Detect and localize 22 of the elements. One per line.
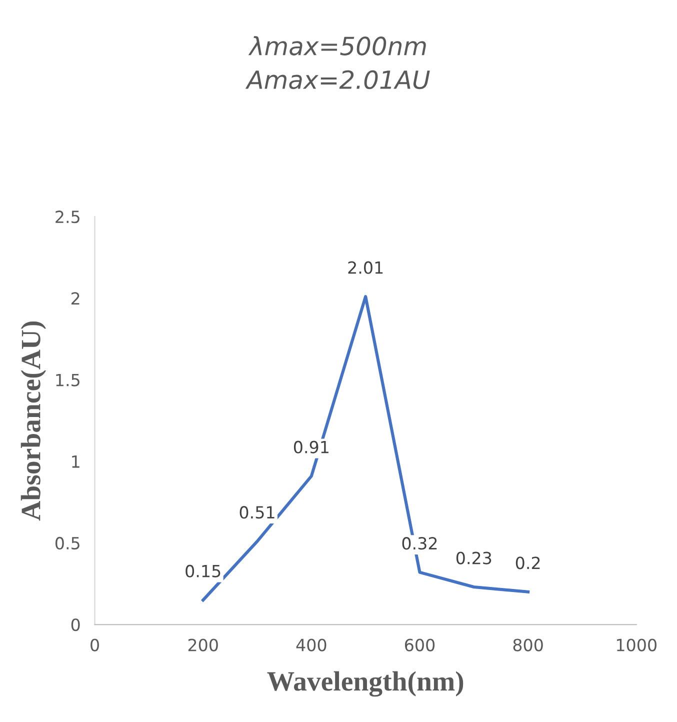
data-label: 0.51: [240, 506, 274, 519]
x-axis-title: Wavelength(nm): [267, 671, 464, 697]
data-label: 0.32: [402, 537, 437, 550]
x-tick-label: 600: [405, 638, 435, 652]
x-tick-label: 800: [513, 638, 543, 652]
chart-title: λmax=500nm Amax=2.01AU: [245, 36, 430, 90]
data-label: 2.01: [348, 261, 383, 274]
y-tick-label: 2.5: [56, 210, 80, 224]
y-axis-title: Absorbance(AU): [20, 321, 46, 521]
data-label: 0.2: [516, 556, 540, 570]
x-tick-label: 400: [296, 638, 326, 652]
y-tick-label: 1: [72, 456, 80, 468]
y-tick-label: 0.5: [55, 536, 80, 550]
data-label: 0.23: [456, 552, 492, 564]
x-tick-label: 0: [90, 638, 99, 652]
data-label: 0.91: [294, 440, 328, 454]
x-tick-label: 200: [188, 638, 218, 652]
y-tick-label: 1.5: [56, 374, 80, 386]
data-label: 0.15: [186, 564, 220, 578]
y-tick-label: 0: [71, 618, 80, 632]
x-tick-label: 1000: [617, 638, 656, 652]
y-tick-label: 2: [72, 292, 80, 305]
